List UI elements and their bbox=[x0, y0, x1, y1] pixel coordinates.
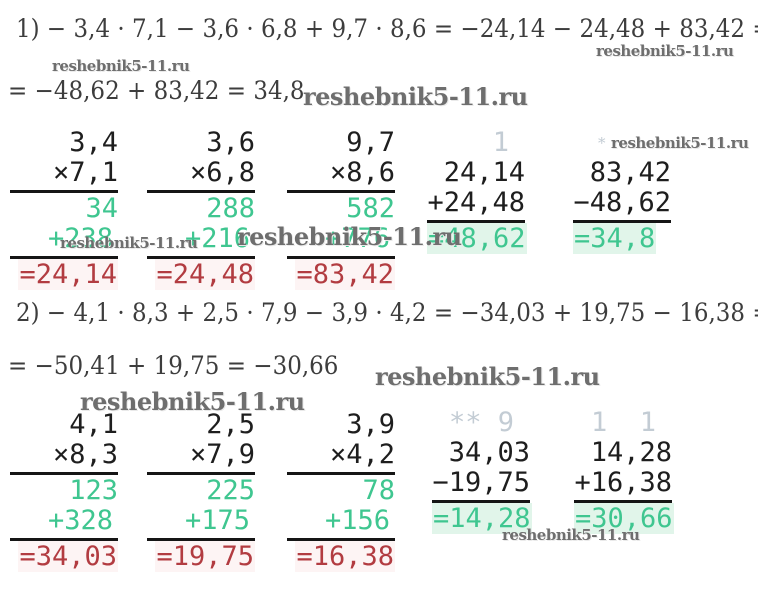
product-result: =16,38 bbox=[295, 541, 395, 572]
minuend: 83,42 bbox=[589, 157, 671, 188]
multiplicand: 3,4 bbox=[69, 127, 118, 158]
partial-product-1: 123 bbox=[69, 475, 118, 506]
addend-2: +16,38 bbox=[574, 467, 672, 498]
multiplier: ×4,2 bbox=[329, 439, 395, 470]
problem1-expression-line1: 1) − 3,4 · 7,1 − 3,6 · 6,8 + 9,7 · 8,6 =… bbox=[16, 14, 758, 43]
mult-block-3: 9,7 ×8,6 582 +776 =83,42 bbox=[287, 128, 395, 290]
rule-line bbox=[147, 256, 255, 259]
sum-result: =30,66 bbox=[574, 503, 674, 534]
mult-block-1: 3,4 ×7,1 34 +238 =24,14 bbox=[10, 128, 118, 290]
problem2-expression-line2: = −50,41 + 19,75 = −30,66 bbox=[8, 351, 339, 380]
mult-block-2: 3,6 ×6,8 288 +216 =24,48 bbox=[147, 128, 255, 290]
partial-product-2: +156 bbox=[324, 505, 390, 536]
sum-block-4: 1 1 14,28 +16,38 =30,66 bbox=[574, 407, 674, 534]
partial-product-2: +216 bbox=[184, 223, 250, 254]
sum-block-1: 1 24,14 +24,48 =48,62 bbox=[427, 127, 527, 254]
product-result: =24,14 bbox=[18, 259, 118, 290]
multiplier: ×8,3 bbox=[52, 439, 118, 470]
multiplicand: 2,5 bbox=[206, 409, 255, 440]
rule-line bbox=[287, 538, 395, 541]
partial-product-1: 582 bbox=[346, 193, 395, 224]
rule-line bbox=[432, 500, 530, 503]
partial-product-1: 225 bbox=[206, 475, 255, 506]
carry-digits: ** 9 bbox=[448, 407, 514, 438]
watermark: reshebnik5-11.ru bbox=[303, 82, 528, 111]
addend-2: +24,48 bbox=[427, 187, 525, 218]
sum-block-3: ** 9 34,03 −19,75 =14,28 bbox=[432, 407, 532, 534]
multiplier: ×6,8 bbox=[189, 157, 255, 188]
mult-block-5: 2,5 ×7,9 225 +175 =19,75 bbox=[147, 410, 255, 572]
multiplier: ×7,1 bbox=[52, 157, 118, 188]
partial-product-2: +175 bbox=[184, 505, 250, 536]
rule-line bbox=[287, 472, 395, 475]
rule-line bbox=[147, 190, 255, 193]
product-result: =83,42 bbox=[295, 259, 395, 290]
watermark: reshebnik5-11.ru bbox=[60, 234, 198, 252]
multiplicand: 3,6 bbox=[206, 127, 255, 158]
partial-product-1: 288 bbox=[206, 193, 255, 224]
minuend: 34,03 bbox=[448, 437, 530, 468]
watermark: reshebnik5-11.ru bbox=[237, 222, 462, 251]
problem1-expression-line2: = −48,62 + 83,42 = 34,8 bbox=[8, 76, 305, 105]
sum-block-2: 83,42 −48,62 =34,8 bbox=[573, 128, 671, 254]
subtrahend: −19,75 bbox=[432, 467, 530, 498]
product-result: =19,75 bbox=[155, 541, 255, 572]
rule-line bbox=[287, 190, 395, 193]
mult-block-6: 3,9 ×4,2 78 +156 =16,38 bbox=[287, 410, 395, 572]
partial-product-1: 34 bbox=[85, 193, 118, 224]
difference-result: =14,28 bbox=[432, 503, 532, 534]
watermark: reshebnik5-11.ru bbox=[375, 362, 600, 391]
multiplier: ×8,6 bbox=[329, 157, 395, 188]
watermark: reshebnik5-11.ru bbox=[502, 526, 640, 544]
multiplicand: 4,1 bbox=[69, 409, 118, 440]
addend-1: 14,28 bbox=[590, 437, 672, 468]
carry-digits: 1 bbox=[492, 127, 509, 158]
star-mark: * bbox=[598, 134, 606, 152]
rule-line bbox=[574, 500, 672, 503]
rule-line bbox=[287, 256, 395, 259]
rule-line bbox=[147, 538, 255, 541]
rule-line bbox=[573, 220, 671, 223]
watermark: reshebnik5-11.ru bbox=[52, 57, 190, 75]
rule-line bbox=[10, 190, 118, 193]
problem2-expression-line1: 2) − 4,1 · 8,3 + 2,5 · 7,9 − 3,9 · 4,2 =… bbox=[16, 298, 758, 327]
watermark: reshebnik5-11.ru bbox=[596, 42, 734, 60]
multiplicand: 3,9 bbox=[346, 409, 395, 440]
rule-line bbox=[10, 256, 118, 259]
mult-block-4: 4,1 ×8,3 123 +328 =34,03 bbox=[10, 410, 118, 572]
partial-product-2: +776 bbox=[324, 223, 390, 254]
rule-line bbox=[10, 472, 118, 475]
product-result: =24,48 bbox=[155, 259, 255, 290]
difference-result: =34,8 bbox=[573, 223, 657, 254]
subtrahend: −48,62 bbox=[573, 187, 671, 218]
partial-product-2: +328 bbox=[47, 505, 113, 536]
rule-line bbox=[10, 538, 118, 541]
product-result: =34,03 bbox=[18, 541, 118, 572]
addend-1: 24,14 bbox=[443, 157, 525, 188]
rule-line bbox=[147, 472, 255, 475]
partial-product-2: +238 bbox=[47, 223, 113, 254]
carry-digits: 1 1 bbox=[590, 407, 656, 438]
watermark: * reshebnik5-11.ru bbox=[598, 134, 749, 152]
rule-line bbox=[427, 220, 525, 223]
partial-product-1: 78 bbox=[362, 475, 395, 506]
watermark: reshebnik5-11.ru bbox=[80, 387, 305, 416]
multiplier: ×7,9 bbox=[189, 439, 255, 470]
multiplicand: 9,7 bbox=[346, 127, 395, 158]
sum-result: =48,62 bbox=[427, 223, 527, 254]
